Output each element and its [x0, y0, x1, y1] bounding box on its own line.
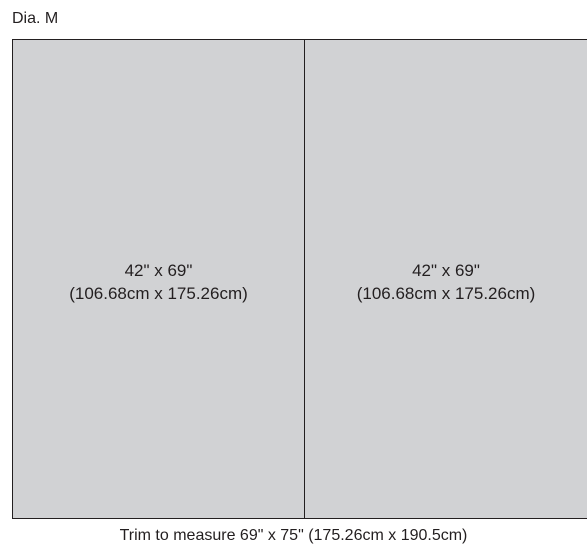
panel-right: 42" x 69" (106.68cm x 175.26cm) [305, 40, 587, 518]
diagram-label: Dia. M [12, 10, 59, 27]
quilt-diagram: 42" x 69" (106.68cm x 175.26cm) 42" x 69… [12, 39, 587, 519]
trim-caption: Trim to measure 69" x 75" (175.26cm x 19… [119, 527, 468, 544]
panel-left-size-inches: 42" x 69" [124, 261, 193, 280]
panel-right-size-inches: 42" x 69" [412, 261, 480, 280]
panel-right-size-cm: (106.68cm x 175.26cm) [356, 284, 536, 303]
panel-left-size-cm: (106.68cm x 175.26cm) [69, 284, 248, 303]
panel-left: 42" x 69" (106.68cm x 175.26cm) [13, 40, 305, 518]
